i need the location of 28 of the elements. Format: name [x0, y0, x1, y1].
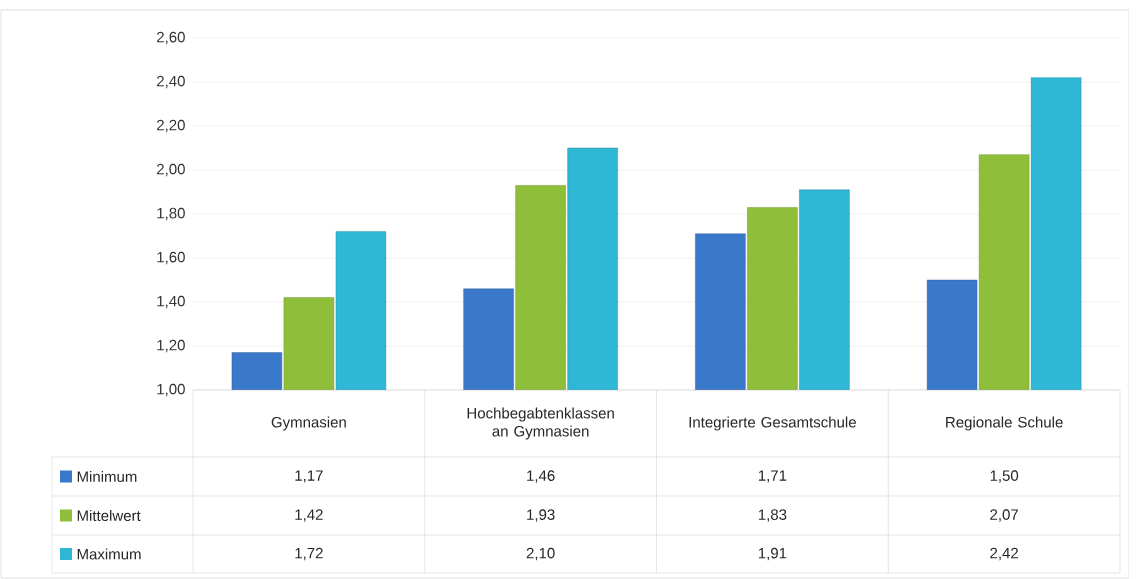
y-tick-label: 2,40 — [157, 75, 185, 89]
y-tick-label: 2,60 — [157, 31, 185, 45]
y-tick-label: 1,40 — [157, 295, 185, 309]
y-tick-label: 2,20 — [157, 119, 185, 133]
data-label: 1,17 — [295, 470, 323, 483]
data-label: 2,42 — [990, 547, 1018, 561]
legend-label: Mittelwert — [77, 509, 141, 521]
x-tick-label: Regionale Schule — [946, 416, 1063, 431]
data-label: 1,42 — [295, 509, 323, 522]
y-tick-label: 1,60 — [157, 251, 185, 265]
legend-label: Maximum — [77, 548, 141, 560]
x-tick-label: Hochbegabtenklassen an Gymnasien — [467, 407, 614, 440]
data-label: 1,93 — [527, 509, 555, 522]
y-tick-label: 1,20 — [157, 339, 185, 353]
legend-label: Minimum — [77, 470, 137, 482]
y-tick-label: 1,00 — [157, 383, 185, 397]
data-label: 1,83 — [758, 509, 787, 522]
data-label: 2,07 — [990, 509, 1018, 522]
y-tick-label: 2,00 — [157, 163, 185, 177]
data-label: 2,10 — [526, 547, 555, 561]
data-label: 1,71 — [758, 470, 787, 483]
data-label: 1,50 — [990, 470, 1019, 483]
y-tick-label: 1,80 — [157, 207, 185, 221]
x-tick-label: Integrierte Gesamtschule — [689, 416, 856, 431]
data-label: 1,91 — [758, 547, 787, 561]
data-label: 1,46 — [527, 470, 555, 483]
x-tick-label: Gymnasien — [271, 416, 346, 431]
data-label: 1,72 — [295, 547, 323, 561]
